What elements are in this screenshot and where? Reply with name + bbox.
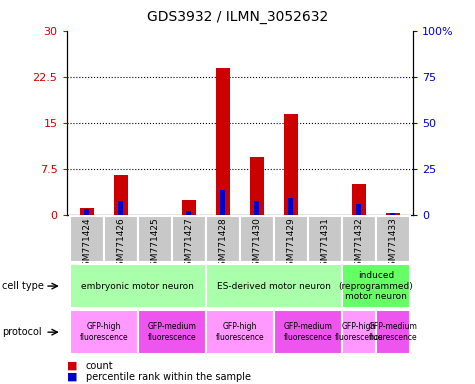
Text: ■: ■ (66, 372, 77, 382)
Text: GSM771429: GSM771429 (286, 217, 295, 272)
FancyBboxPatch shape (206, 216, 240, 262)
FancyBboxPatch shape (206, 264, 342, 308)
Text: percentile rank within the sample: percentile rank within the sample (86, 372, 250, 382)
Bar (288, 199, 294, 215)
Text: GSM771430: GSM771430 (252, 217, 261, 272)
Text: induced
(reprogrammed)
motor neuron: induced (reprogrammed) motor neuron (339, 271, 413, 301)
Text: GSM771432: GSM771432 (354, 217, 363, 272)
Text: GFP-medium
fluorescence: GFP-medium fluorescence (369, 323, 418, 342)
FancyBboxPatch shape (376, 310, 410, 354)
Text: GDS3932 / ILMN_3052632: GDS3932 / ILMN_3052632 (147, 10, 328, 23)
Text: ■: ■ (66, 361, 77, 371)
Bar (352, 184, 366, 215)
FancyBboxPatch shape (342, 310, 376, 354)
Text: GSM771431: GSM771431 (320, 217, 329, 272)
Bar (356, 204, 361, 215)
Bar (386, 213, 399, 215)
FancyBboxPatch shape (274, 310, 342, 354)
Bar (80, 208, 94, 215)
Text: GFP-medium
fluorescence: GFP-medium fluorescence (147, 323, 196, 342)
FancyBboxPatch shape (240, 216, 274, 262)
FancyBboxPatch shape (70, 310, 138, 354)
FancyBboxPatch shape (70, 216, 104, 262)
Text: embryonic motor neuron: embryonic motor neuron (81, 281, 194, 291)
Text: GSM771424: GSM771424 (82, 217, 91, 272)
Bar (216, 68, 230, 215)
Text: GFP-high
fluorescence: GFP-high fluorescence (80, 323, 128, 342)
Text: count: count (86, 361, 113, 371)
Text: GFP-high
fluorescence: GFP-high fluorescence (216, 323, 264, 342)
Text: GSM771425: GSM771425 (151, 217, 160, 272)
FancyBboxPatch shape (104, 216, 138, 262)
Bar (118, 201, 124, 215)
Bar (284, 114, 298, 215)
Bar (254, 201, 259, 215)
FancyBboxPatch shape (342, 216, 376, 262)
FancyBboxPatch shape (138, 216, 172, 262)
Text: GSM771427: GSM771427 (184, 217, 193, 272)
Bar (85, 209, 89, 215)
FancyBboxPatch shape (70, 264, 206, 308)
FancyBboxPatch shape (342, 264, 410, 308)
Text: GSM771433: GSM771433 (389, 217, 398, 272)
Bar (390, 213, 395, 215)
FancyBboxPatch shape (376, 216, 410, 262)
Text: ES-derived motor neuron: ES-derived motor neuron (217, 281, 331, 291)
Text: GFP-high
fluorescence: GFP-high fluorescence (334, 323, 383, 342)
Bar (250, 157, 264, 215)
FancyBboxPatch shape (138, 310, 206, 354)
FancyBboxPatch shape (308, 216, 342, 262)
FancyBboxPatch shape (172, 216, 206, 262)
FancyBboxPatch shape (274, 216, 308, 262)
Text: GSM771428: GSM771428 (218, 217, 228, 272)
Bar (182, 200, 196, 215)
Bar (220, 190, 226, 215)
Text: GSM771426: GSM771426 (116, 217, 125, 272)
Text: cell type: cell type (2, 281, 44, 291)
Text: GFP-medium
fluorescence: GFP-medium fluorescence (284, 323, 332, 342)
FancyBboxPatch shape (206, 310, 274, 354)
Text: protocol: protocol (2, 327, 42, 337)
Bar (114, 175, 128, 215)
Bar (186, 211, 191, 215)
